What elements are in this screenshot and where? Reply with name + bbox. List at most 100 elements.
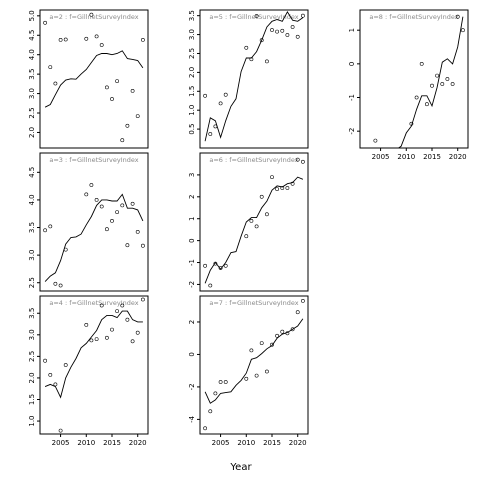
panel-frame — [199, 152, 309, 292]
observed-point — [110, 97, 114, 101]
observed-point — [409, 121, 414, 126]
observed-point — [264, 369, 269, 374]
observed-point — [53, 81, 58, 86]
observed-point — [259, 341, 264, 346]
y-tick-label: 1 — [188, 216, 196, 220]
observed-point — [130, 201, 135, 206]
fitted-line — [397, 16, 464, 148]
observed-point — [435, 73, 440, 78]
panel-frame — [199, 9, 309, 149]
observed-point — [213, 124, 218, 129]
y-tick-label: 2.0 — [188, 67, 196, 78]
observed-point — [295, 34, 300, 39]
observed-point — [270, 342, 274, 347]
y-tick-label: 2.5 — [188, 48, 196, 59]
observed-point — [208, 132, 213, 136]
x-tick-label: 2010 — [77, 439, 95, 447]
observed-point — [223, 92, 228, 97]
observed-point — [135, 229, 140, 234]
y-tick-label: 3.5 — [28, 308, 36, 319]
x-tick-label: 2020 — [289, 439, 307, 447]
y-tick-label: 4.0 — [28, 194, 36, 205]
observed-point — [140, 38, 145, 42]
observed-point — [290, 181, 295, 186]
series-group — [203, 11, 305, 142]
observed-point — [264, 59, 269, 64]
panel-title: a=4 : f=GillnetSurveyIndex — [49, 299, 138, 307]
observed-point — [48, 65, 53, 70]
panel-a3: a=3 : f=GillnetSurveyIndex 2.5 3.0 3.5 4.0 4.… — [28, 152, 149, 292]
y-tick-label: -2 — [188, 281, 196, 288]
panel-a8: a=8 : f=GillnetSurveyIndex -2 -1 0 1 2005 2010… — [348, 9, 469, 161]
observed-point — [110, 218, 114, 223]
observed-point — [419, 62, 424, 66]
fitted-line — [204, 318, 304, 404]
observed-point — [130, 89, 135, 93]
panel-a2: a=2 : f=GillnetSurveyIndex 2.0 2.5 3.0 3.5 4.… — [28, 9, 149, 149]
x-tick-label: 2015 — [103, 439, 121, 447]
observed-point — [115, 79, 120, 84]
panel-frame — [39, 152, 149, 292]
observed-point — [43, 228, 48, 233]
observed-point — [424, 102, 429, 107]
observed-point — [63, 247, 68, 252]
series-group — [43, 297, 145, 433]
y-tick-label: 2.0 — [28, 127, 36, 138]
observed-point — [223, 263, 228, 268]
observed-point — [84, 322, 89, 327]
observed-point — [254, 14, 259, 18]
observed-point — [213, 261, 218, 266]
observed-point — [203, 426, 208, 431]
x-tick-label: 2015 — [423, 153, 441, 161]
x-tick-label: 2005 — [212, 439, 230, 447]
observed-point — [53, 281, 58, 286]
y-tick-label: 3.0 — [28, 88, 36, 99]
observed-point — [244, 234, 249, 239]
series-group — [43, 183, 145, 288]
y-tick-label: 3.5 — [28, 69, 36, 80]
observed-point — [455, 14, 460, 19]
observed-point — [99, 204, 104, 209]
y-tick-label: 4.5 — [28, 167, 36, 178]
observed-point — [94, 34, 99, 39]
y-tick-label: -2 — [348, 128, 356, 135]
observed-point — [203, 263, 208, 268]
y-tick-label: 4.0 — [28, 49, 36, 60]
observed-point — [295, 310, 300, 315]
y-tick-label: 3.0 — [28, 329, 36, 340]
y-tick-label: 1.5 — [188, 86, 196, 97]
observed-point — [290, 25, 295, 29]
y-tick-label: 0 — [188, 352, 196, 356]
panel-a6: a=6 : f=GillnetSurveyIndex -2 -1 0 1 2 3 — [188, 152, 309, 292]
y-tick-label: 0 — [348, 62, 356, 66]
x-tick-label: 2005 — [52, 439, 70, 447]
y-tick-label: 2.0 — [28, 372, 36, 383]
observed-point — [213, 391, 218, 396]
observed-point — [460, 28, 465, 33]
observed-point — [275, 187, 280, 192]
observed-point — [43, 358, 48, 363]
observed-point — [259, 194, 264, 199]
x-tick-label: 2020 — [129, 439, 147, 447]
fitted-line — [44, 310, 143, 399]
fitted-line — [204, 11, 304, 142]
panel-a7: a=7 : f=GillnetSurveyIndex -4 -2 0 2 2005 2010… — [188, 295, 309, 447]
observed-point — [105, 335, 109, 340]
observed-point — [203, 93, 208, 98]
observed-point — [89, 338, 94, 343]
observed-point — [120, 303, 125, 308]
observed-point — [430, 83, 434, 88]
observed-point — [285, 33, 290, 37]
x-tick-label: 2020 — [449, 153, 467, 161]
observed-point — [53, 382, 58, 387]
observed-point — [105, 85, 109, 90]
observed-point — [84, 192, 89, 197]
observed-point — [290, 327, 295, 332]
observed-point — [280, 28, 285, 33]
y-tick-label: 4.5 — [28, 30, 36, 41]
observed-point — [270, 28, 274, 32]
observed-point — [84, 36, 89, 41]
observed-point — [58, 38, 63, 42]
panel-a4: a=4 : f=GillnetSurveyIndex 1.0 1.5 2.0 2.5 3.… — [28, 295, 149, 447]
